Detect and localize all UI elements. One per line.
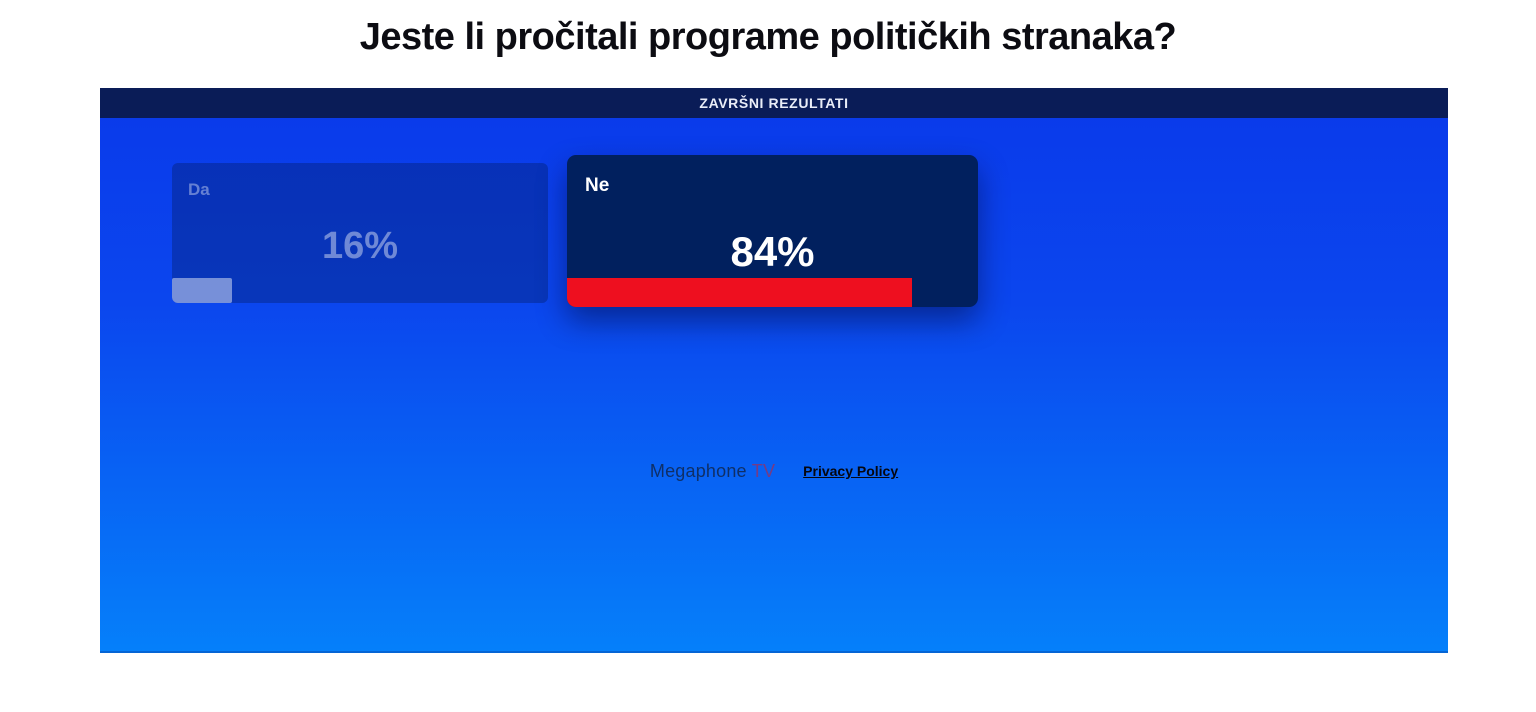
poll-widget: ZAVRŠNI REZULTATI Da 16% Ne 84% Megaphon… [100, 88, 1448, 653]
poll-option-da[interactable]: Da 16% [172, 163, 548, 303]
megaphone-tv-logo[interactable]: Megaphone TV [650, 461, 775, 482]
brand-tv-text: TV [751, 460, 776, 481]
brand-megaphone-text: Megaphone [649, 460, 747, 481]
poll-option-ne[interactable]: Ne 84% [567, 155, 978, 307]
page-title: Jeste li pročitali programe političkih s… [359, 16, 1177, 58]
option-da-progress-bar [172, 278, 233, 303]
widget-footer: Megaphone TV Privacy Policy [100, 456, 1448, 486]
privacy-policy-link[interactable]: Privacy Policy [803, 463, 899, 479]
option-da-percent: 16% [321, 225, 399, 267]
results-header-label: ZAVRŠNI REZULTATI [699, 95, 849, 111]
results-header-bar: ZAVRŠNI REZULTATI [100, 88, 1448, 118]
option-da-label: Da [188, 180, 210, 199]
option-ne-progress-bar [567, 278, 913, 307]
option-ne-label: Ne [585, 175, 610, 196]
option-ne-percent: 84% [730, 228, 815, 275]
